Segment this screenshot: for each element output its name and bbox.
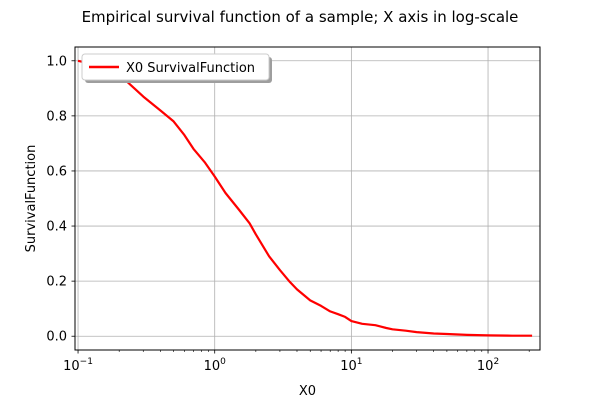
y-tick-label: 1.0 (46, 54, 67, 69)
x-axis-label: X0 (299, 384, 316, 399)
y-axis-ticks: 0.0 0.2 0.4 0.6 0.8 1.0 (46, 54, 75, 345)
y-axis-label: SurvivalFunction (24, 145, 39, 253)
legend: X0 SurvivalFunction (81, 53, 272, 83)
plot-lines (77, 59, 533, 337)
plot-frame (74, 46, 541, 351)
chart-title: Empirical survival function of a sample;… (82, 8, 519, 26)
grid (75, 47, 540, 350)
x-tick-label: 102 (477, 357, 499, 374)
legend-label: X0 SurvivalFunction (126, 61, 255, 76)
x-tick-label: 10−1 (63, 357, 93, 374)
series-line (77, 59, 533, 337)
y-tick-label: 0.8 (46, 109, 67, 124)
x-tick-label: 100 (204, 357, 227, 374)
x-axis-ticks: 10−1 100 101 102 (63, 350, 530, 374)
y-tick-label: 0.0 (46, 330, 67, 345)
x-tick-label: 101 (340, 357, 362, 374)
legend-box (81, 53, 270, 81)
y-tick-label: 0.2 (46, 275, 67, 290)
y-tick-label: 0.4 (46, 220, 67, 235)
y-tick-label: 0.6 (46, 164, 67, 179)
